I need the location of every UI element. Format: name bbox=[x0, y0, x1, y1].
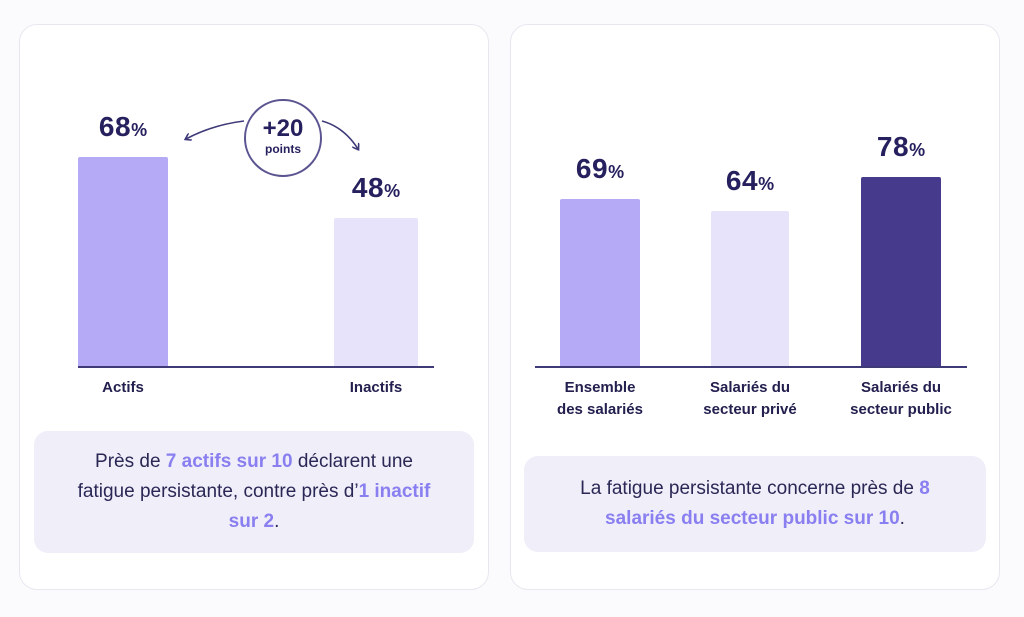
activity-value-label: 68% bbox=[98, 110, 148, 142]
note-text: Près de bbox=[95, 451, 166, 472]
note-highlight: 1 inactif sur 2 bbox=[228, 481, 431, 532]
activity-category-label: Inactifs bbox=[349, 379, 403, 396]
sector-category-label: Salariés du secteur privé bbox=[703, 379, 797, 418]
sector-value-label: 64% bbox=[725, 165, 775, 197]
sector-bar bbox=[711, 211, 789, 366]
arrow-right bbox=[321, 120, 358, 149]
sector-bar bbox=[560, 199, 640, 366]
activity-bar bbox=[334, 218, 418, 366]
chart-card-sector: 69% Ensemble des salariés 64% Salariés du sec… bbox=[510, 24, 1000, 590]
sector-bar bbox=[861, 177, 941, 366]
sector-category-label: Ensemble des salariés bbox=[557, 379, 643, 418]
note-text: . bbox=[274, 511, 280, 532]
difference-badge: +20 points bbox=[244, 99, 322, 177]
sector-category-label: Salariés du secteur public bbox=[850, 379, 952, 418]
note-text: . bbox=[899, 508, 905, 529]
activity-bar bbox=[78, 156, 168, 366]
difference-arrows bbox=[20, 120, 490, 591]
chart-card-activity: 68% Actifs 48% Inactifs +20 points Près de … bbox=[19, 24, 489, 590]
note-highlight: 8 salariés du secteur public sur 10 bbox=[605, 478, 930, 529]
note-text: La fatigue persistante concerne près de bbox=[580, 478, 920, 499]
arrow-left bbox=[186, 120, 245, 139]
summary-note-sector: La fatigue persistante concerne près de … bbox=[524, 456, 986, 552]
sector-value-label: 69% bbox=[575, 153, 625, 185]
summary-note-activity: Près de 7 actifs sur 10 déclarent une fa… bbox=[34, 431, 474, 553]
sector-value-label: 78% bbox=[876, 131, 926, 163]
difference-value: +20 bbox=[262, 115, 304, 142]
note-text: déclarent une fatigue persistante, contr… bbox=[77, 451, 413, 502]
x-axis-line bbox=[535, 366, 967, 368]
note-highlight: 7 actifs sur 10 bbox=[165, 451, 293, 472]
difference-unit: points bbox=[265, 142, 301, 156]
activity-category-label: Actifs bbox=[102, 379, 144, 396]
activity-value-label: 48% bbox=[351, 172, 401, 204]
x-axis-line bbox=[78, 366, 434, 368]
